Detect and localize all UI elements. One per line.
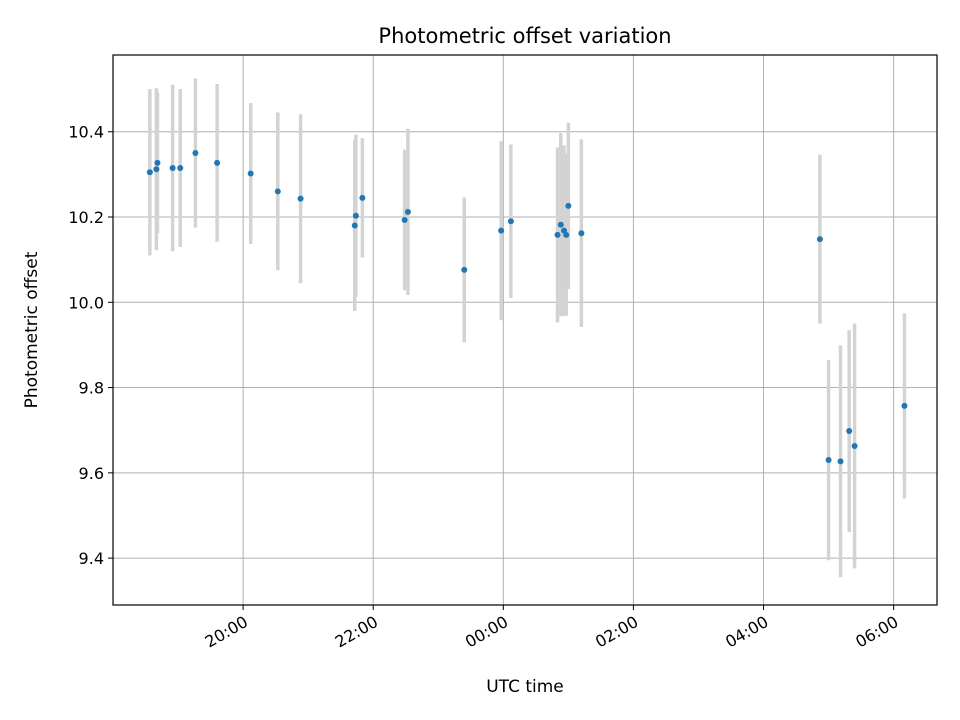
x-tick-label: 04:00 bbox=[722, 612, 771, 652]
data-point bbox=[846, 428, 853, 435]
grid bbox=[113, 55, 937, 605]
data-point bbox=[461, 266, 468, 273]
data-point bbox=[578, 230, 585, 237]
data-point bbox=[851, 442, 858, 449]
y-tick-label: 10.0 bbox=[68, 293, 104, 312]
data-point bbox=[563, 231, 570, 238]
data-point bbox=[901, 402, 908, 409]
y-axis-ticks: 9.4 9.6 9.8 10.0 10.2 10.4 bbox=[68, 123, 113, 568]
x-axis-title: UTC time bbox=[486, 677, 564, 697]
data-point bbox=[404, 208, 411, 215]
x-tick-label: 20:00 bbox=[202, 612, 251, 652]
data-point bbox=[816, 236, 823, 243]
chart-title: Photometric offset variation bbox=[378, 24, 671, 48]
data-point bbox=[192, 150, 199, 157]
data-point bbox=[351, 222, 358, 229]
data-point bbox=[274, 188, 281, 195]
x-axis-ticks: 20:00 22:00 00:00 02:00 04:00 06:00 bbox=[202, 605, 902, 652]
x-tick-label: 02:00 bbox=[592, 612, 641, 652]
x-tick-label: 00:00 bbox=[462, 612, 511, 652]
data-point bbox=[297, 195, 304, 202]
data-point bbox=[154, 159, 161, 166]
data-point bbox=[554, 231, 561, 238]
data-point bbox=[401, 217, 408, 223]
data-point bbox=[498, 227, 505, 234]
x-tick-label: 06:00 bbox=[852, 612, 901, 652]
y-tick-label: 9.4 bbox=[79, 549, 104, 568]
y-axis-title: Photometric offset bbox=[22, 251, 42, 408]
data-point bbox=[359, 194, 366, 201]
y-tick-label: 9.6 bbox=[79, 464, 104, 483]
error-bars bbox=[148, 78, 907, 578]
data-point bbox=[557, 221, 564, 228]
data-point bbox=[146, 169, 153, 176]
y-tick-label: 9.8 bbox=[79, 379, 104, 398]
data-point bbox=[565, 202, 572, 209]
data-point bbox=[352, 212, 359, 219]
data-point bbox=[169, 164, 176, 171]
data-point bbox=[153, 166, 160, 173]
data-point bbox=[825, 457, 832, 464]
x-tick-label: 22:00 bbox=[332, 612, 381, 652]
data-point bbox=[177, 164, 184, 171]
data-point bbox=[837, 458, 844, 465]
data-point bbox=[247, 170, 254, 177]
data-points bbox=[146, 150, 908, 465]
y-tick-label: 10.2 bbox=[68, 208, 104, 227]
plot-frame bbox=[112, 54, 938, 606]
y-tick-label: 10.4 bbox=[68, 123, 104, 142]
data-point bbox=[214, 159, 221, 166]
data-point bbox=[507, 218, 514, 225]
